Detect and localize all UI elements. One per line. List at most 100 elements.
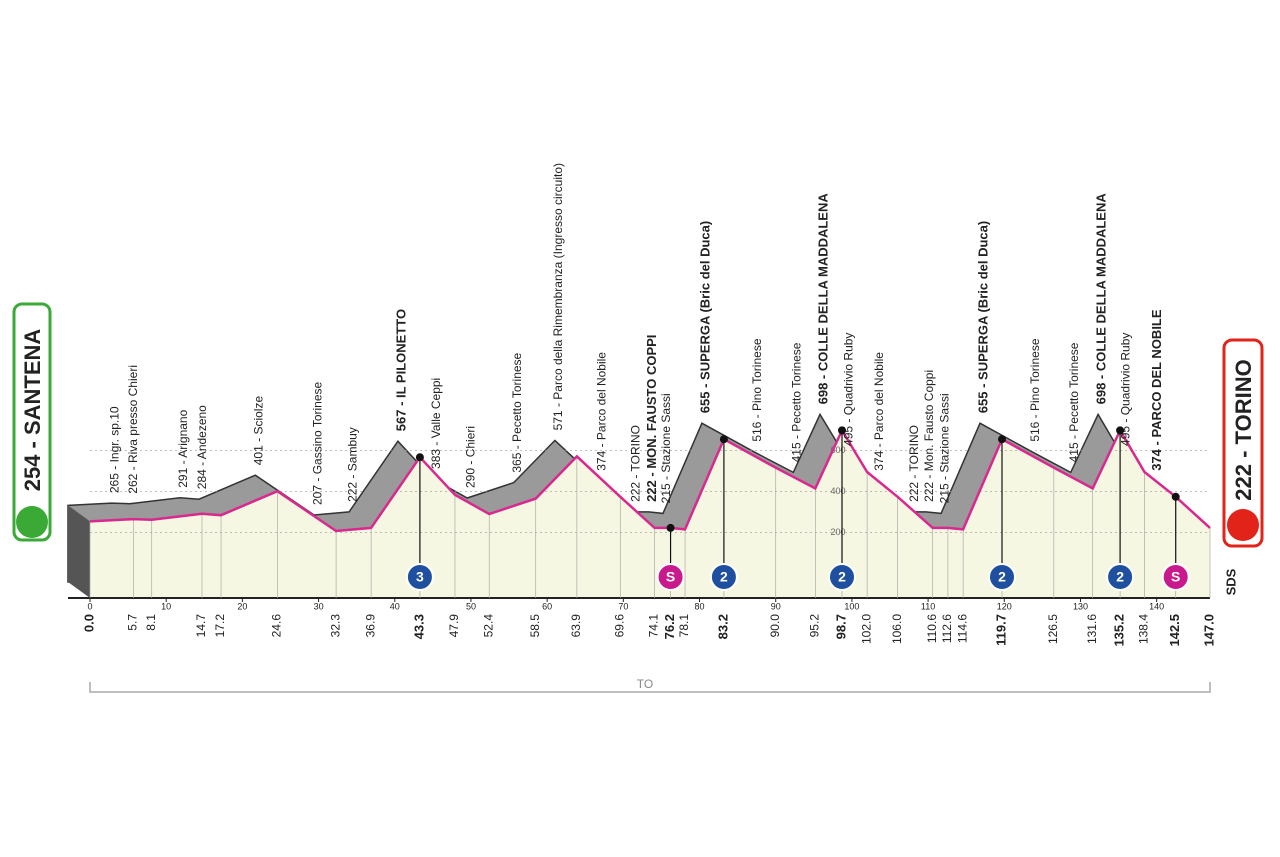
- finish-icon: [1227, 509, 1259, 541]
- x-tick-label: 0: [87, 601, 92, 611]
- km-label: 138.4: [1137, 614, 1151, 644]
- km-label: 110.6: [925, 614, 939, 643]
- profile-left-wall: [68, 505, 90, 598]
- climb-point: [838, 426, 846, 435]
- climb-label: 2: [720, 569, 728, 585]
- profile-line: [89, 427, 1211, 533]
- climb-icon: [1106, 563, 1135, 591]
- km-label: 102.0: [859, 614, 873, 644]
- x-tick-label: 110: [921, 601, 935, 611]
- km-label: 74.1: [647, 614, 661, 638]
- climb-icon: [988, 563, 1016, 591]
- waypoint-label: 222 - TORINO: [629, 425, 643, 502]
- waypoint-label: 222 - Sambuy: [345, 427, 359, 502]
- km-label: 147.0: [1201, 614, 1216, 647]
- x-tick-label: 20: [237, 601, 247, 611]
- waypoint-label: 374 - Parco del Nobile: [872, 352, 886, 471]
- climb-icon: [656, 563, 685, 591]
- waypoint-label: 567 - IL PILONETTO: [393, 309, 408, 431]
- finish-label: 222 - TORINO: [1231, 359, 1256, 500]
- km-label: 135.2: [1112, 614, 1127, 647]
- km-label: 24.6: [270, 614, 284, 638]
- x-tick-label: 80: [695, 601, 705, 611]
- climb-label: S: [666, 569, 675, 585]
- waypoint-label: 516 - Pino Torinese: [750, 338, 764, 442]
- km-label: 78.1: [677, 614, 691, 638]
- climb-point: [998, 435, 1006, 444]
- y-tick-label: 600: [830, 445, 845, 455]
- km-label: 58.5: [528, 614, 542, 638]
- km-label: 17.2: [213, 614, 227, 638]
- x-tick-label: 100: [844, 601, 859, 611]
- km-label: 36.9: [363, 614, 377, 638]
- km-label: 14.7: [194, 614, 208, 638]
- km-label: 76.2: [662, 614, 677, 639]
- km-label: 5.7: [126, 614, 140, 631]
- waypoint-label: 291 - Arignano: [176, 409, 190, 487]
- x-tick-label: 30: [314, 601, 324, 611]
- x-tick-label: 60: [542, 601, 552, 611]
- x-tick-label: 10: [161, 601, 171, 611]
- km-label: 112.6: [940, 614, 954, 643]
- waypoint-label: 222 - TORINO: [907, 425, 921, 502]
- climb-icon: [828, 563, 856, 591]
- waypoint-label: 222 - Mon. Fausto Coppi: [922, 370, 936, 502]
- waypoint-label: 215 - Stazione Sassi: [937, 393, 951, 503]
- waypoint-label: 415 - Pecetto Torinese: [1067, 342, 1081, 462]
- x-tick-label: 40: [390, 601, 400, 611]
- y-tick-label: 400: [830, 486, 845, 496]
- x-tick-label: 90: [771, 601, 781, 611]
- climb-point: [415, 453, 424, 462]
- km-label: 106.0: [890, 614, 904, 644]
- km-label: 98.7: [833, 614, 848, 639]
- waypoint-label: 222 - MON. FAUSTO COPPI: [644, 335, 659, 502]
- climb-point: [1171, 492, 1180, 501]
- waypoint-label: 383 - Valle Ceppi: [429, 378, 443, 469]
- waypoint-label: 698 - COLLE DELLA MADDALENA: [815, 193, 830, 405]
- waypoint-label: 495 - Quadrivio Ruby: [841, 333, 855, 446]
- climb-label: 2: [838, 569, 846, 585]
- km-label: 95.2: [808, 614, 822, 638]
- start-badge: [12, 302, 52, 542]
- km-label: 69.6: [612, 614, 626, 638]
- waypoint-label: 698 - COLLE DELLA MADDALENA: [1094, 193, 1109, 405]
- waypoint-label: 215 - Stazione Sassi: [659, 393, 673, 503]
- brand: SDS: [1223, 568, 1238, 595]
- waypoint-label: 495 - Quadrivio Ruby: [1119, 333, 1133, 446]
- waypoint-label: 655 - SUPERGA (Bric del Duca): [697, 221, 712, 413]
- km-label: 114.6: [955, 614, 969, 643]
- x-tick-label: 50: [466, 601, 476, 611]
- km-label: 63.9: [569, 614, 583, 638]
- climb-label: 2: [1116, 569, 1124, 585]
- km-label: 131.6: [1085, 614, 1099, 644]
- waypoint-label: 365 - Pecetto Torinese: [510, 352, 524, 472]
- km-label: 43.3: [411, 614, 426, 639]
- waypoint-label: 207 - Gassino Torinese: [310, 381, 324, 505]
- y-tick-label: 200: [830, 527, 845, 537]
- climb-label: 2: [998, 569, 1006, 585]
- climb-point: [666, 523, 675, 532]
- waypoint-label: 262 - Riva presso Chieri: [126, 365, 140, 494]
- km-label: 47.9: [447, 614, 461, 638]
- km-label: 52.4: [481, 614, 495, 638]
- km-label: 90.0: [768, 614, 782, 638]
- waypoint-label: 284 - Andezeno: [195, 405, 209, 489]
- waypoint-label: 374 - Parco del Nobile: [594, 352, 608, 471]
- x-tick-label: 70: [618, 601, 628, 611]
- waypoint-label: 290 - Chieri: [463, 426, 477, 488]
- climb-icon: [1161, 563, 1190, 591]
- waypoint-label: 265 - Ingr. sp.10: [108, 406, 122, 493]
- start-icon: [16, 506, 48, 538]
- waypoint-label: 401 - Sciolze: [252, 396, 266, 466]
- route-code: TO: [637, 677, 653, 691]
- climb-point: [1116, 426, 1125, 435]
- waypoint-label: 374 - PARCO DEL NOBILE: [1149, 309, 1164, 471]
- km-label: 83.2: [715, 614, 730, 639]
- waypoint-label: 415 - Pecetto Torinese: [790, 342, 804, 462]
- km-label: 8.1: [144, 614, 158, 631]
- start-label: 254 - SANTENA: [20, 329, 45, 492]
- x-tick-label: 140: [1149, 601, 1164, 611]
- climb-label: 3: [416, 569, 424, 585]
